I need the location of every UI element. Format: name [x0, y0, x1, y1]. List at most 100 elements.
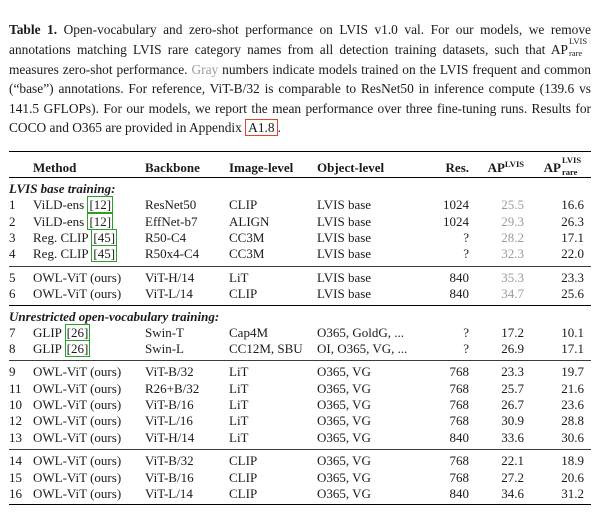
ap-lvis-cell: 35.3 — [501, 269, 524, 285]
method-name: OWL-ViT (ours) — [33, 486, 122, 502]
citation-link[interactable]: [45] — [91, 228, 118, 246]
image-level-cell: LiT — [229, 429, 249, 445]
ap-rare-cell: 28.8 — [561, 413, 584, 429]
row-number: 15 — [9, 469, 22, 485]
ap-rare-cell: 16.6 — [561, 197, 584, 213]
object-level-cell: O365, VG — [317, 397, 371, 413]
res-cell: 1024 — [443, 197, 469, 213]
object-level-cell: LVIS base — [317, 286, 372, 302]
table-body: LVIS base training: 1 ViLD-ens [12] ResN… — [9, 180, 591, 502]
res-cell: 840 — [449, 286, 470, 302]
table-header-row: Method Backbone Image-level Object-level… — [9, 154, 591, 177]
image-level-cell: ALIGN — [229, 213, 270, 229]
method-name: ViLD-ens — [33, 197, 85, 213]
citation-link[interactable]: [45] — [91, 245, 118, 263]
citation-link[interactable]: [12] — [87, 196, 114, 214]
method-name: OWL-ViT (ours) — [33, 286, 122, 302]
table-row: 14 OWL-ViT (ours) ViT-B/32 CLIP O365, VG… — [9, 453, 591, 469]
header-ap-lvis-base: AP — [487, 160, 505, 176]
group-separator-rule — [9, 360, 591, 362]
ap-lvis-cell: 26.7 — [501, 397, 524, 413]
method-name: Reg. CLIP — [33, 246, 89, 262]
ap-rare-cell: 26.3 — [561, 213, 584, 229]
method-name: OWL-ViT (ours) — [33, 413, 122, 429]
table-row: 3 Reg. CLIP [45] R50-C4 CC3M LVIS base ?… — [9, 228, 591, 246]
citation-link[interactable]: [26] — [64, 339, 91, 357]
image-level-cell: CLIP — [229, 486, 258, 502]
ap-lvis-cell: 29.3 — [501, 213, 524, 229]
backbone-cell: ViT-L/14 — [145, 286, 193, 302]
appendix-link[interactable]: A1.8 — [245, 119, 278, 137]
row-number: 13 — [9, 429, 22, 445]
citation-link[interactable]: [12] — [87, 212, 114, 230]
row-number: 6 — [9, 286, 16, 302]
ap-lvis-cell: 23.3 — [501, 364, 524, 380]
res-cell: ? — [463, 340, 469, 356]
table-row: 8 GLIP [26] Swin-L CC12M, SBU OI, O365, … — [9, 339, 591, 357]
object-level-cell: O365, VG — [317, 429, 371, 445]
header-ap-rare-superscript: LVIS — [562, 154, 582, 165]
backbone-cell: R50x4-C4 — [145, 246, 200, 262]
image-level-cell: LiT — [229, 269, 249, 285]
header-ap-lvis-superscript: LVIS — [504, 159, 524, 170]
image-level-cell: CLIP — [229, 197, 258, 213]
method-name: OWL-ViT (ours) — [33, 397, 122, 413]
header-ap-rare-base: AP — [543, 160, 561, 176]
method-cell: OWL-ViT (ours) — [33, 270, 145, 286]
ap-rare-cell: 19.7 — [561, 364, 584, 380]
method-cell: ViLD-ens [12] — [33, 212, 145, 230]
table-section-row: Unrestricted open-vocabulary training: — [9, 308, 591, 325]
method-cell: ViLD-ens [12] — [33, 196, 145, 214]
row-number: 1 — [9, 197, 16, 213]
backbone-cell: EffNet-b7 — [145, 213, 198, 229]
ap-rare-cell: 31.2 — [561, 486, 584, 502]
ap-lvis-cell: 34.7 — [501, 286, 524, 302]
row-number: 4 — [9, 246, 16, 262]
row-number: 7 — [9, 324, 16, 340]
row-number: 14 — [9, 453, 22, 469]
object-level-cell: LVIS base — [317, 213, 372, 229]
citation-link[interactable]: [26] — [64, 323, 91, 341]
object-level-cell: O365, VG — [317, 364, 371, 380]
res-cell: 1024 — [443, 213, 469, 229]
table-top-rule — [9, 151, 591, 153]
table-row: 9 OWL-ViT (ours) ViT-B/32 LiT O365, VG 7… — [9, 364, 591, 380]
ap-lvis-cell: 32.3 — [501, 246, 524, 262]
ap-rare-cell: 20.6 — [561, 469, 584, 485]
caption-period: . — [277, 120, 281, 136]
caption-gray-word: Gray — [191, 61, 219, 77]
image-level-cell: CLIP — [229, 469, 258, 485]
method-name: Reg. CLIP — [33, 229, 89, 245]
row-number: 9 — [9, 364, 16, 380]
object-level-cell: O365, VG — [317, 380, 371, 396]
image-level-cell: Cap4M — [229, 324, 268, 340]
table-row: 5 OWL-ViT (ours) ViT-H/14 LiT LVIS base … — [9, 270, 591, 286]
caption-text-2: measures zero-shot performance. — [9, 61, 192, 77]
row-number: 12 — [9, 413, 22, 429]
object-level-cell: OI, O365, VG, ... — [317, 340, 408, 356]
method-name: OWL-ViT (ours) — [33, 453, 122, 469]
method-cell: GLIP [26] — [33, 323, 145, 341]
ap-rare-cell: 30.6 — [561, 429, 584, 445]
header-rule — [9, 177, 591, 179]
res-cell: ? — [463, 324, 469, 340]
table-row: 13 OWL-ViT (ours) ViT-H/14 LiT O365, VG … — [9, 430, 591, 446]
header-method: Method — [33, 160, 77, 176]
backbone-cell: ViT-B/16 — [145, 469, 194, 485]
method-name: ViLD-ens — [33, 213, 85, 229]
header-ap-rare-subscript: rare — [562, 166, 578, 177]
ap-rare-cell: 21.6 — [561, 380, 584, 396]
res-cell: ? — [463, 246, 469, 262]
header-res: Res. — [445, 160, 469, 176]
backbone-cell: ResNet50 — [145, 197, 197, 213]
method-cell: OWL-ViT (ours) — [33, 364, 145, 380]
method-cell: OWL-ViT (ours) — [33, 397, 145, 413]
method-name: OWL-ViT (ours) — [33, 269, 122, 285]
table-section-row: LVIS base training: — [9, 180, 591, 197]
caption-text-1: Open-vocabulary and zero-shot performanc… — [9, 22, 591, 57]
section-divider-rule — [9, 304, 591, 306]
table-row: 2 ViLD-ens [12] EffNet-b7 ALIGN LVIS bas… — [9, 212, 591, 230]
table-row: 11 OWL-ViT (ours) R26+B/32 LiT O365, VG … — [9, 381, 591, 397]
row-number: 3 — [9, 229, 16, 245]
image-level-cell: CLIP — [229, 286, 258, 302]
